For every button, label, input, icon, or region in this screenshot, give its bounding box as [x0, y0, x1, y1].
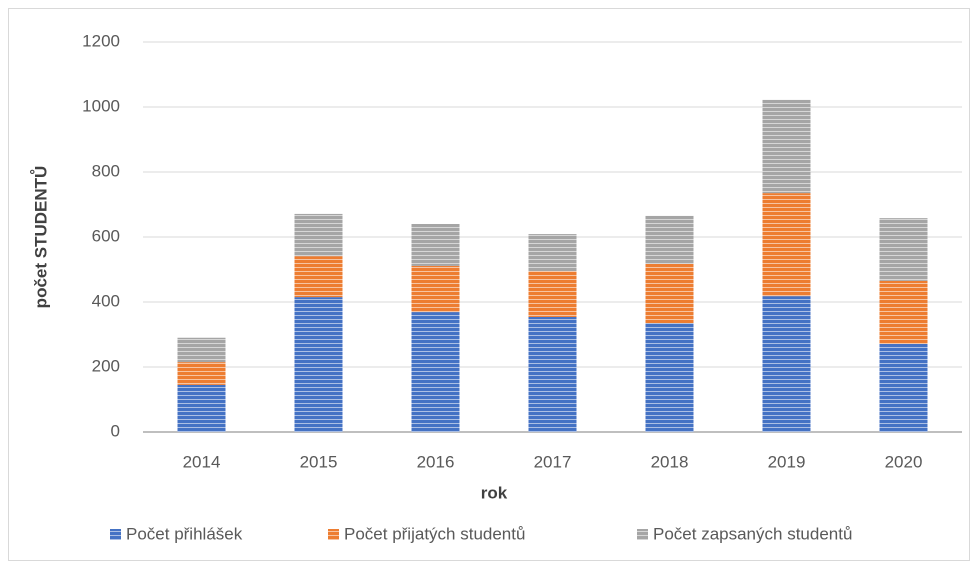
legend-label: Počet zapsaných studentů [653, 524, 852, 543]
legend-swatch [637, 529, 648, 540]
bar-segment [879, 218, 928, 281]
x-tick-label: 2018 [651, 452, 689, 471]
x-tick-label: 2019 [768, 452, 806, 471]
x-tick-label: 2014 [183, 452, 221, 471]
x-tick-label: 2017 [534, 452, 572, 471]
legend-label: Počet přijatých studentů [344, 524, 525, 543]
bar-segment [645, 263, 694, 324]
y-tick-label: 800 [92, 161, 120, 180]
bar-segment [294, 256, 343, 298]
legend-swatch [110, 529, 121, 540]
bar-segment [294, 297, 343, 432]
y-axis-title: počet STUDENTŮ [30, 166, 50, 309]
x-tick-label: 2015 [300, 452, 338, 471]
y-tick-label: 400 [92, 291, 120, 310]
bar-segment [411, 265, 460, 313]
x-axis-title: rok [481, 483, 508, 502]
bar-segment [762, 296, 811, 432]
bar-segment [528, 316, 577, 432]
y-tick-label: 1000 [82, 96, 120, 115]
bar-segment [528, 234, 577, 272]
bar-segment [879, 343, 928, 432]
y-tick-label: 200 [92, 356, 120, 375]
bar-segment [528, 271, 577, 317]
bar-segment [879, 280, 928, 344]
bar-segment [411, 224, 460, 266]
x-tick-label: 2020 [885, 452, 923, 471]
x-tick-label: 2016 [417, 452, 455, 471]
bar-segment [645, 215, 694, 264]
chart-border [8, 8, 970, 561]
bar-segment [294, 213, 343, 257]
y-tick-label: 0 [111, 421, 120, 440]
bar-segment [177, 384, 226, 432]
bar-segment [762, 193, 811, 297]
legend-swatch [328, 529, 339, 540]
bar-segment [411, 312, 460, 432]
bar-segment [762, 99, 811, 194]
bar-segment [177, 362, 226, 385]
y-tick-label: 1200 [82, 31, 120, 50]
legend-label: Počet přihlášek [126, 524, 243, 543]
bar-segment [177, 337, 226, 363]
bar-segment [645, 323, 694, 432]
y-tick-label: 600 [92, 226, 120, 245]
